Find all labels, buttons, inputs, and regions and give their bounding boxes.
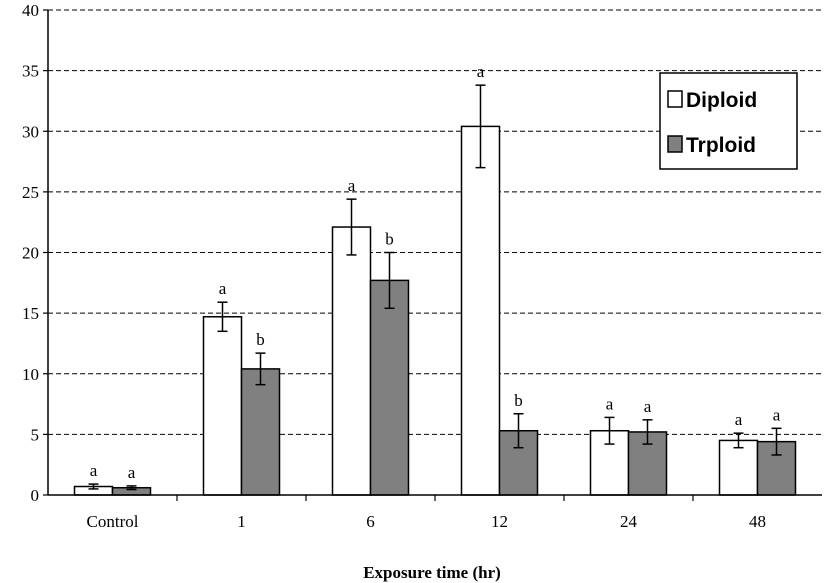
bar-trploid — [240, 368, 281, 496]
significance-label: b — [514, 391, 523, 410]
significance-label: a — [735, 410, 743, 429]
x-tick-label: Control — [87, 512, 139, 531]
x-tick-label: 1 — [237, 512, 246, 531]
x-tick-label: 48 — [749, 512, 766, 531]
bars: a a a a a a a b b b a a — [73, 62, 797, 496]
legend: Diploid Trploid — [659, 72, 798, 170]
x-axis-title: Exposure time (hr) — [363, 563, 501, 582]
y-tick-label: 35 — [22, 62, 39, 81]
significance-label: a — [128, 463, 136, 482]
significance-label: a — [644, 397, 652, 416]
bar-diploid — [331, 226, 372, 496]
y-tick-label: 5 — [31, 425, 40, 444]
significance-label: b — [385, 230, 394, 249]
bar-diploid — [718, 439, 759, 496]
x-tick-label: 24 — [620, 512, 638, 531]
y-tick-label: 40 — [22, 1, 39, 20]
y-tick-label: 20 — [22, 244, 39, 263]
bar-diploid — [460, 125, 501, 496]
y-tick-label: 30 — [22, 122, 39, 141]
bar-trploid — [369, 279, 410, 496]
significance-label: a — [477, 62, 485, 81]
significance-label: a — [348, 176, 356, 195]
x-tick-label: 6 — [366, 512, 375, 531]
legend-label-trploid: Trploid — [686, 134, 756, 157]
y-tick-label: 10 — [22, 365, 39, 384]
x-tick-label: 12 — [491, 512, 508, 531]
legend-box — [659, 72, 798, 170]
significance-label: a — [606, 394, 614, 413]
gridlines — [48, 9, 822, 435]
legend-swatch-trploid — [667, 135, 683, 153]
y-tick-label: 25 — [22, 183, 39, 202]
legend-label-diploid: Diploid — [686, 89, 757, 112]
significance-label: a — [773, 405, 781, 424]
y-tick-label: 0 — [31, 486, 40, 505]
legend-swatch-diploid — [667, 90, 683, 108]
significance-label: b — [256, 330, 265, 349]
significance-label: a — [90, 461, 98, 480]
bar-diploid — [202, 316, 243, 496]
ticks: 0 5 10 15 20 25 30 35 40 Control 1 6 12 24 48 — [22, 1, 766, 531]
significance-label: a — [219, 279, 227, 298]
y-tick-label: 15 — [22, 304, 39, 323]
